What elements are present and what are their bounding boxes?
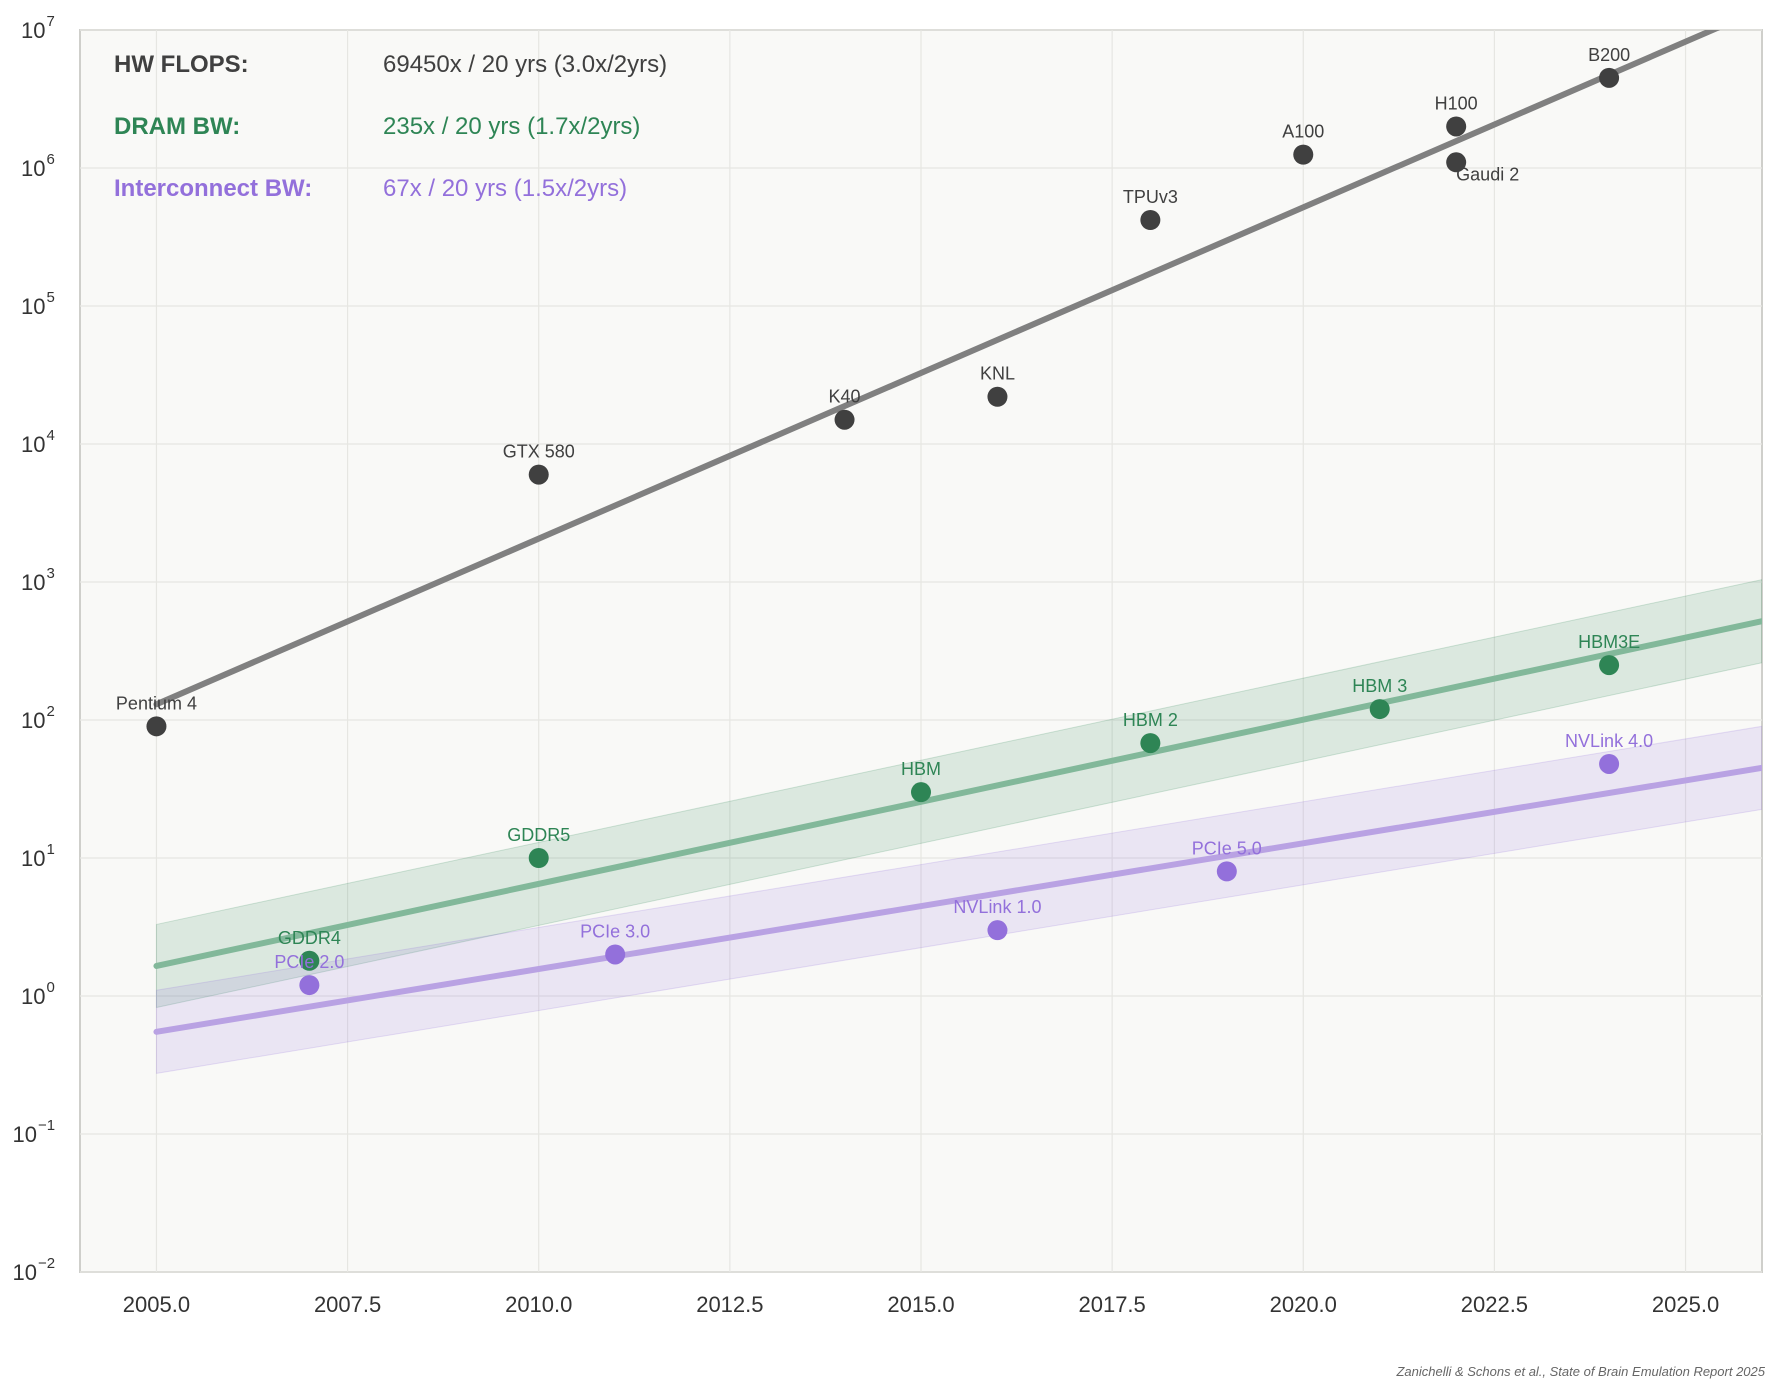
dram-bw-trend-line — [153, 618, 1762, 969]
x-tick-label: 2017.5 — [1078, 1292, 1145, 1317]
point-hbm-2 — [1140, 733, 1161, 754]
label-knl: KNL — [980, 364, 1015, 384]
legend-interconnect-bw-value: 67x / 20 yrs (1.5x/2yrs) — [383, 175, 627, 202]
point-hbm3e — [1599, 655, 1620, 676]
legend: HW FLOPS: 69450x / 20 yrs (3.0x/2yrs) DRAM… — [114, 51, 667, 202]
point-pentium-4 — [146, 716, 167, 737]
y-tick-base: 10 — [21, 432, 45, 457]
y-tick-exponent: 6 — [47, 151, 55, 168]
x-tick-label: 2020.0 — [1270, 1292, 1337, 1317]
x-axis: 2005.0 2007.5 2010.0 2012.5 2015.0 2017.5 2020… — [123, 1292, 1719, 1317]
x-tick-label: 2025.0 — [1652, 1292, 1719, 1317]
y-tick-label: 10 2 — [21, 703, 55, 733]
y-tick-exponent: −2 — [38, 1255, 55, 1272]
label-hbm-2: HBM 2 — [1123, 710, 1178, 730]
y-tick-label: 10 6 — [21, 151, 55, 181]
point-a100 — [1293, 144, 1314, 165]
legend-interconnect-bw-name: Interconnect BW: — [114, 175, 312, 202]
y-tick-base: 10 — [21, 294, 45, 319]
y-tick-exponent: 4 — [47, 427, 55, 444]
y-tick-label: 10 −1 — [13, 1117, 56, 1147]
label-pcie-3-0: PCIe 3.0 — [580, 921, 650, 941]
label-pcie-5-0: PCIe 5.0 — [1192, 838, 1262, 858]
x-tick-label: 2015.0 — [887, 1292, 954, 1317]
label-gddr4: GDDR4 — [278, 928, 341, 948]
label-pentium-4: Pentium 4 — [116, 693, 197, 713]
y-tick-base: 10 — [21, 984, 45, 1009]
point-nvlink-1-0 — [987, 920, 1008, 941]
point-knl — [987, 386, 1008, 407]
legend-dram-bw-value: 235x / 20 yrs (1.7x/2yrs) — [383, 113, 640, 140]
label-tpuv3: TPUv3 — [1123, 187, 1178, 207]
trend-lines — [153, 30, 1762, 1035]
point-hbm — [911, 782, 931, 803]
label-gtx-580: GTX 580 — [503, 442, 575, 462]
legend-dram-bw-name: DRAM BW: — [114, 113, 240, 140]
point-nvlink-4-0 — [1599, 753, 1620, 774]
label-gaudi-2: Gaudi 2 — [1456, 164, 1519, 184]
label-a100: A100 — [1282, 122, 1324, 142]
legend-hw-flops-value: 69450x / 20 yrs (3.0x/2yrs) — [383, 51, 667, 78]
label-h100: H100 — [1435, 93, 1478, 113]
y-tick-base: 10 — [21, 156, 45, 181]
point-b200 — [1599, 67, 1620, 88]
x-tick-label: 2005.0 — [123, 1292, 190, 1317]
plot-area: Pentium 4 GTX 580 K40 KNL TPUv3 A100 H100 Gaudi… — [79, 29, 1763, 1273]
y-tick-base: 10 — [21, 570, 45, 595]
y-tick-label: 10 3 — [21, 565, 55, 595]
y-tick-exponent: 0 — [47, 979, 55, 996]
point-hbm-3 — [1369, 699, 1390, 720]
point-h100 — [1446, 116, 1467, 137]
data-point-labels: Pentium 4 GTX 580 K40 KNL TPUv3 A100 H100 Gaudi… — [116, 45, 1653, 972]
x-tick-label: 2010.0 — [505, 1292, 572, 1317]
y-tick-label: 10 7 — [21, 13, 55, 43]
label-b200: B200 — [1588, 45, 1630, 65]
credit-text: Zanichelli & Schons et al., State of Bra… — [1396, 1364, 1765, 1379]
y-tick-label: 10 −2 — [13, 1255, 56, 1285]
label-hbm: HBM — [901, 759, 941, 779]
y-tick-exponent: 7 — [47, 13, 55, 30]
y-tick-label: 10 0 — [21, 979, 55, 1009]
y-tick-base: 10 — [21, 846, 45, 871]
y-tick-exponent: 3 — [47, 565, 55, 582]
point-gddr5 — [528, 848, 549, 868]
y-tick-exponent: −1 — [38, 1117, 55, 1134]
data-points — [146, 67, 1620, 996]
x-tick-label: 2007.5 — [314, 1292, 381, 1317]
label-hbm-3: HBM 3 — [1352, 676, 1407, 696]
y-tick-exponent: 5 — [47, 289, 55, 306]
legend-hw-flops-name: HW FLOPS: — [114, 51, 249, 78]
label-pcie-2-0: PCIe 2.0 — [274, 952, 344, 972]
point-pcie-5-0 — [1216, 861, 1237, 882]
label-hbm3e: HBM3E — [1578, 632, 1640, 652]
x-tick-label: 2022.5 — [1461, 1292, 1528, 1317]
y-tick-label: 10 4 — [21, 427, 55, 457]
hw-flops-trend-line — [153, 30, 1721, 708]
label-gddr5: GDDR5 — [507, 825, 570, 845]
y-tick-base: 10 — [21, 18, 45, 43]
y-tick-exponent: 2 — [47, 703, 55, 720]
y-tick-base: 10 — [13, 1122, 37, 1147]
y-tick-label: 10 1 — [21, 841, 55, 871]
point-tpuv3 — [1140, 209, 1161, 230]
point-pcie-3-0 — [605, 944, 626, 965]
x-tick-label: 2012.5 — [696, 1292, 763, 1317]
label-nvlink-4-0: NVLink 4.0 — [1565, 731, 1653, 751]
point-gaudi-2 — [1446, 152, 1467, 173]
y-tick-exponent: 1 — [47, 841, 55, 858]
point-pcie-2-0 — [299, 975, 320, 996]
point-gddr4 — [299, 950, 320, 971]
y-tick-base: 10 — [13, 1260, 37, 1285]
grid-lines — [80, 29, 1762, 1273]
y-tick-label: 10 5 — [21, 289, 55, 319]
label-nvlink-1-0: NVLink 1.0 — [953, 897, 1041, 917]
y-tick-base: 10 — [21, 708, 45, 733]
point-gtx-580 — [528, 464, 549, 485]
interconnect-bw-trend-line — [153, 764, 1762, 1035]
label-k40: K40 — [829, 387, 861, 407]
point-k40 — [834, 409, 855, 430]
